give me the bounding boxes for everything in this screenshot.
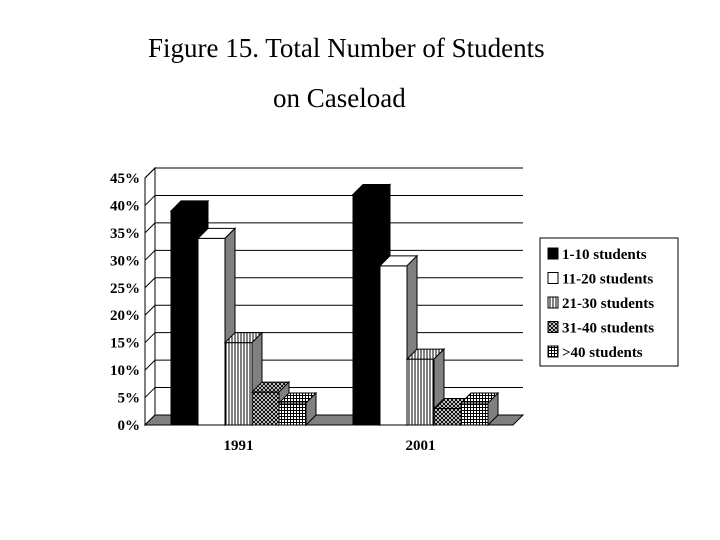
gridline-diagonal [144,195,156,206]
legend-swatch [547,272,559,284]
bar-front [170,210,199,426]
bar-front [379,265,408,426]
legend-item: 1-10 students [547,247,647,263]
legend-swatch [547,321,559,333]
gridline-diagonal [144,304,156,316]
legend-swatch [547,296,559,309]
gridline-diagonal [144,359,156,371]
bar-front [278,402,307,426]
bar-side [305,391,317,427]
bar-side [487,391,499,427]
legend-label: 21-30 students [562,296,654,312]
y-tick-label: 40% [110,198,140,214]
y-tick-label: 10% [110,363,140,379]
chart-title-line-2: on Caseload [273,83,406,113]
bar [459,391,500,427]
gridline-diagonal [144,222,156,234]
legend-swatch [547,247,559,260]
side-wall [144,166,156,427]
legend-swatch [547,345,559,358]
legend-label: >40 students [562,345,643,361]
gridline-diagonal [144,387,156,398]
legend-item: >40 students [547,345,643,361]
x-category-label: 1991 [224,438,254,454]
gridline-diagonal [144,249,156,261]
bar-front [433,408,462,426]
bar-front [197,237,226,426]
bar-front [224,342,253,426]
y-tick-label: 5% [118,391,141,407]
gridline-diagonal [144,277,156,289]
y-tick-label: 35% [110,226,140,242]
legend-item: 11-20 students [547,272,653,288]
y-tick-label: 0% [118,418,141,434]
bar-front [352,193,381,426]
legend-label: 11-20 students [562,272,653,288]
chart-title-line-1: Figure 15. Total Number of Students [148,33,545,63]
bar-front [460,402,489,426]
y-tick-label: 45% [110,171,140,187]
legend-label: 1-10 students [562,247,647,263]
bar-front [406,358,435,426]
gridline-diagonal [144,332,156,344]
bar [277,391,318,427]
y-tick-label: 30% [110,253,140,269]
y-tick-label: 25% [110,281,140,297]
y-tick-label: 20% [110,308,140,324]
gridline-diagonal [144,167,156,179]
x-category-label: 2001 [406,438,436,454]
legend-box [539,237,679,367]
legend-item: 31-40 students [547,321,654,337]
bar-front [251,391,280,426]
legend-label: 31-40 students [562,321,654,337]
legend-item: 21-30 students [547,296,654,312]
y-tick-label: 15% [110,336,140,352]
